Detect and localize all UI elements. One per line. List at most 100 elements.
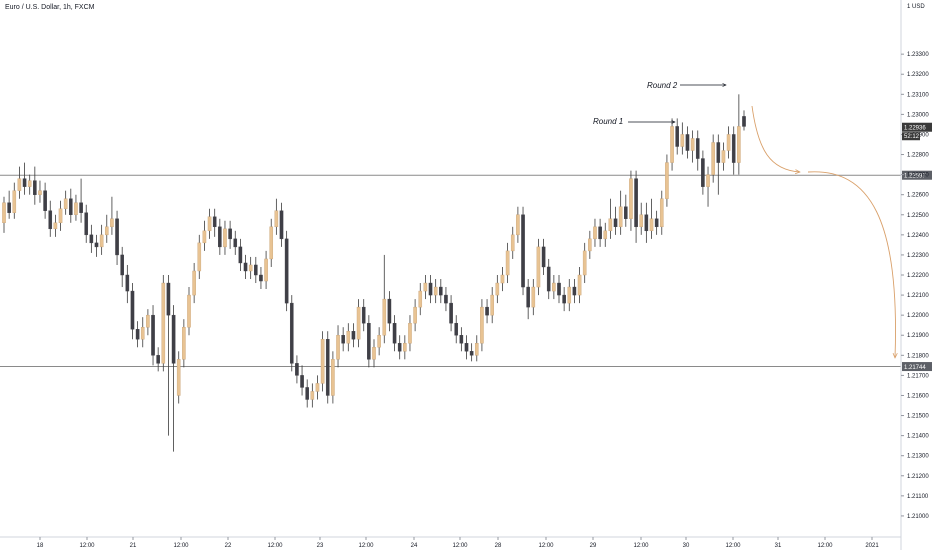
bearish-candle (135, 329, 140, 340)
bearish-candle (254, 264, 258, 276)
support-price-tag (902, 362, 932, 372)
price-tick-label: 1.21300 (907, 454, 929, 460)
bullish-candle (618, 206, 623, 228)
bullish-candle (264, 258, 268, 282)
bullish-candle (99, 234, 104, 248)
bullish-candle (372, 347, 376, 360)
bullish-candle (516, 214, 520, 236)
countdown-tag (902, 132, 920, 141)
bullish-candle (274, 210, 279, 228)
projection-curve-2 (807, 171, 896, 358)
bullish-candle (690, 138, 695, 151)
price-tick-label: 1.22700 (907, 173, 929, 179)
bullish-candle (176, 359, 181, 396)
bearish-candle (546, 266, 551, 292)
bearish-candle (33, 180, 37, 195)
bullish-candle (649, 218, 654, 232)
price-tick-label: 1.23100 (907, 92, 929, 98)
bearish-candle (392, 322, 397, 344)
bearish-candle (295, 363, 299, 376)
bullish-candle (500, 274, 505, 284)
time-tick-label: 28 (495, 543, 502, 549)
resistance-price-label: 1.22697 (904, 173, 926, 179)
price-tick-label: 1.21800 (907, 353, 929, 359)
bearish-candle (521, 214, 525, 288)
bullish-candle (202, 230, 207, 244)
bearish-candle (94, 242, 99, 248)
bullish-candle (582, 250, 587, 276)
resistance-price-tag (902, 170, 932, 180)
bearish-candle (156, 355, 160, 364)
bullish-candle (567, 286, 572, 304)
bearish-candle (7, 202, 11, 213)
bearish-candle (716, 142, 721, 163)
bullish-candle (2, 202, 6, 224)
bearish-candle (624, 206, 628, 219)
bullish-candle (737, 126, 741, 163)
bearish-candle (89, 234, 94, 244)
bearish-candle (644, 214, 649, 232)
bearish-candle (48, 210, 53, 230)
currency-unit: 1 USD (907, 4, 925, 10)
price-tick-label: 1.21400 (907, 434, 929, 440)
bullish-candle (38, 190, 42, 195)
bullish-candle (552, 282, 556, 292)
bullish-candle (403, 343, 407, 352)
projection-curve-1 (751, 105, 800, 172)
bullish-candle (310, 391, 315, 400)
bearish-candle (361, 306, 366, 324)
time-tick-label: 24 (411, 543, 418, 549)
bearish-candle (130, 290, 135, 330)
bullish-candle (53, 222, 58, 230)
bearish-candle (233, 238, 238, 248)
bullish-candle (531, 286, 536, 308)
bullish-candle (480, 306, 484, 344)
price-tick-label: 1.22100 (907, 293, 929, 299)
bullish-candle (418, 290, 423, 308)
time-tick-label: 29 (590, 543, 597, 549)
bullish-candle (726, 134, 731, 151)
time-tick-label: 30 (683, 543, 690, 549)
bullish-candle (63, 198, 68, 209)
price-tick-label: 1.21600 (907, 393, 929, 399)
bullish-candle (223, 228, 227, 248)
bullish-candle (490, 294, 494, 316)
bearish-candle (613, 218, 618, 228)
time-tick-label: 21 (130, 543, 137, 549)
bullish-candle (382, 298, 387, 336)
bearish-candle (22, 178, 27, 187)
bullish-candle (356, 306, 361, 340)
bearish-candle (279, 210, 284, 240)
bullish-candle (74, 202, 78, 215)
price-tick-label: 1.22400 (907, 233, 929, 239)
bearish-candle (238, 246, 243, 264)
round-1-label: Round 1 (593, 117, 623, 126)
bullish-candle (510, 234, 515, 252)
bullish-candle (207, 216, 212, 232)
time-tick-label: 12:00 (173, 543, 189, 549)
bullish-candle (670, 126, 674, 163)
bearish-candle (120, 254, 124, 276)
price-tick-label: 1.23000 (907, 112, 929, 118)
bullish-candle (58, 208, 63, 224)
bullish-candle (187, 294, 191, 328)
price-tick-label: 1.21900 (907, 333, 929, 339)
bearish-candle (444, 294, 448, 304)
price-tick-label: 1.21200 (907, 474, 929, 480)
bearish-candle (731, 134, 736, 163)
bullish-candle (12, 190, 17, 213)
bullish-candle (377, 335, 381, 348)
bullish-candle (248, 264, 253, 272)
bearish-candle (654, 218, 659, 228)
bearish-candle (485, 306, 489, 316)
bullish-candle (603, 230, 608, 240)
bullish-candle (711, 142, 715, 175)
bearish-candle (166, 282, 171, 316)
price-tick-label: 1.21100 (907, 494, 929, 500)
bearish-candle (151, 314, 155, 356)
bullish-candle (346, 331, 351, 344)
bullish-candle (433, 286, 438, 296)
bearish-candle (259, 274, 263, 282)
